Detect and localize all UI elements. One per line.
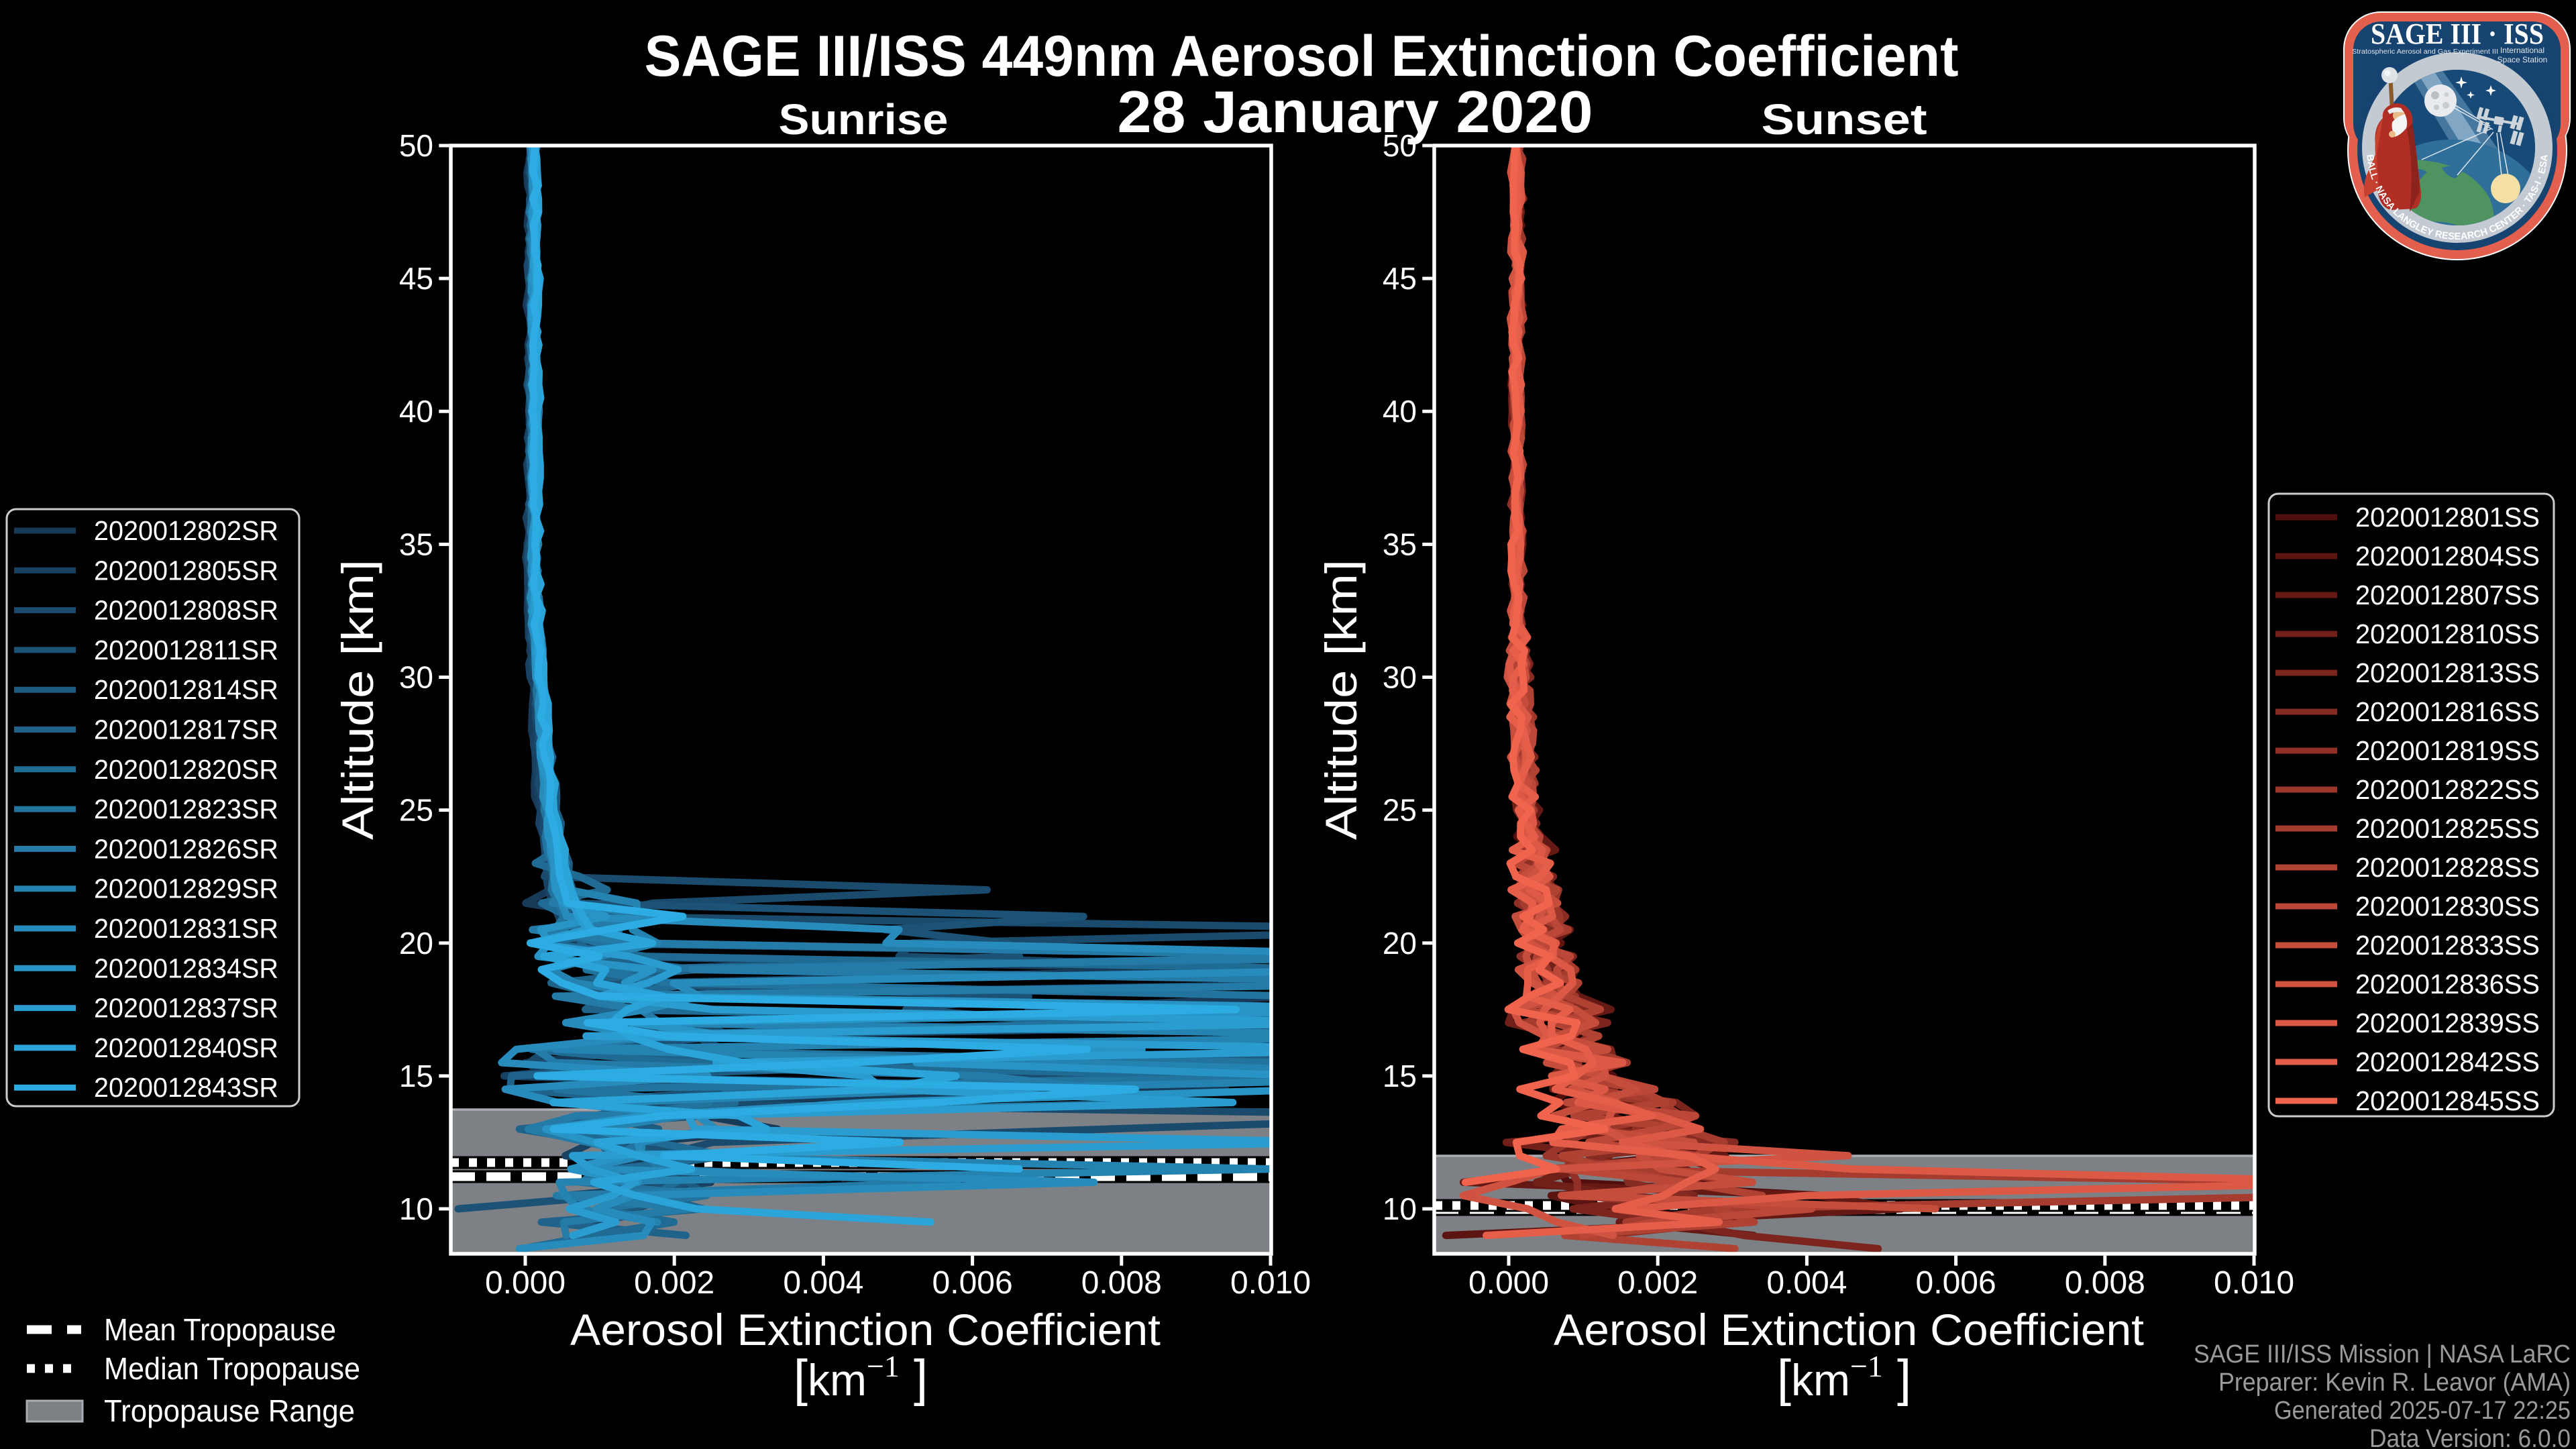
svg-text:2020012831SR: 2020012831SR	[94, 913, 278, 944]
svg-text:25: 25	[1383, 793, 1417, 828]
svg-text:35: 35	[399, 527, 433, 561]
svg-text:2020012814SR: 2020012814SR	[94, 674, 278, 705]
svg-text:SAGE III/ISS Mission | NASA La: SAGE III/ISS Mission | NASA LaRC	[2194, 1340, 2571, 1368]
svg-text:0.002: 0.002	[634, 1265, 714, 1301]
svg-text:Data Version: 6.0.0: Data Version: 6.0.0	[2369, 1425, 2571, 1449]
svg-text:2020012829SR: 2020012829SR	[94, 873, 278, 904]
svg-text:International: International	[2500, 46, 2544, 55]
svg-text:Aerosol Extinction Coefficient: Aerosol Extinction Coefficient	[570, 1305, 1161, 1354]
svg-text:28 January 2020: 28 January 2020	[1118, 78, 1593, 145]
svg-text:2020012804SS: 2020012804SS	[2355, 541, 2540, 572]
svg-text:Median Tropopause: Median Tropopause	[104, 1351, 360, 1386]
svg-text:Aerosol Extinction Coefficient: Aerosol Extinction Coefficient	[1554, 1305, 2144, 1354]
svg-text:Sunset: Sunset	[1762, 95, 1927, 144]
svg-text:0.008: 0.008	[2065, 1265, 2145, 1301]
svg-text:2020012830SS: 2020012830SS	[2355, 891, 2540, 922]
svg-text:2020012807SS: 2020012807SS	[2355, 580, 2540, 610]
svg-text:20: 20	[399, 926, 433, 961]
svg-text:40: 40	[399, 394, 433, 429]
svg-text:SAGE III · ISS: SAGE III · ISS	[2371, 17, 2544, 50]
svg-text:SAGE III/ISS 449nm Aerosol Ext: SAGE III/ISS 449nm Aerosol Extinction Co…	[645, 24, 1959, 89]
svg-text:2020012820SR: 2020012820SR	[94, 754, 278, 785]
svg-text:[km−1 ]: [km−1 ]	[1777, 1349, 1911, 1407]
svg-text:2020012802SR: 2020012802SR	[94, 515, 278, 546]
svg-text:[km−1 ]: [km−1 ]	[794, 1349, 928, 1407]
svg-text:0.008: 0.008	[1081, 1265, 1162, 1301]
svg-text:30: 30	[1383, 660, 1417, 695]
svg-text:0.006: 0.006	[932, 1265, 1013, 1301]
svg-text:0.002: 0.002	[1617, 1265, 1698, 1301]
svg-text:Preparer: Kevin R. Leavor (AMA: Preparer: Kevin R. Leavor (AMA)	[2218, 1368, 2571, 1397]
svg-text:10: 10	[1383, 1191, 1417, 1226]
svg-text:0.004: 0.004	[783, 1265, 863, 1301]
svg-text:50: 50	[1383, 128, 1417, 163]
svg-text:0.010: 0.010	[2214, 1265, 2294, 1301]
svg-text:0.006: 0.006	[1916, 1265, 1996, 1301]
svg-text:2020012805SR: 2020012805SR	[94, 555, 278, 586]
svg-text:2020012825SS: 2020012825SS	[2355, 813, 2540, 844]
svg-text:20: 20	[1383, 926, 1417, 961]
svg-text:2020012839SS: 2020012839SS	[2355, 1008, 2540, 1038]
svg-text:15: 15	[399, 1059, 433, 1093]
svg-text:Mean Tropopause: Mean Tropopause	[104, 1312, 336, 1347]
svg-text:0.000: 0.000	[485, 1265, 566, 1301]
svg-text:2020012834SR: 2020012834SR	[94, 953, 278, 983]
svg-text:15: 15	[1383, 1059, 1417, 1093]
svg-text:10: 10	[399, 1191, 433, 1226]
svg-text:2020012810SS: 2020012810SS	[2355, 619, 2540, 649]
svg-text:2020012816SS: 2020012816SS	[2355, 696, 2540, 727]
svg-text:2020012817SR: 2020012817SR	[94, 714, 278, 745]
svg-text:Tropopause Range: Tropopause Range	[104, 1393, 355, 1428]
svg-text:2020012823SR: 2020012823SR	[94, 794, 278, 824]
svg-text:2020012808SR: 2020012808SR	[94, 595, 278, 626]
svg-text:35: 35	[1383, 527, 1417, 561]
svg-text:Sunrise: Sunrise	[779, 95, 949, 144]
svg-text:2020012845SS: 2020012845SS	[2355, 1085, 2540, 1116]
svg-text:40: 40	[1383, 394, 1417, 429]
svg-text:25: 25	[399, 793, 433, 828]
svg-text:45: 45	[399, 261, 433, 296]
svg-text:Space Station: Space Station	[2498, 55, 2548, 64]
svg-text:2020012801SS: 2020012801SS	[2355, 502, 2540, 533]
svg-text:2020012828SS: 2020012828SS	[2355, 852, 2540, 883]
svg-text:2020012842SS: 2020012842SS	[2355, 1046, 2540, 1077]
svg-text:2020012826SR: 2020012826SR	[94, 833, 278, 864]
svg-text:2020012819SS: 2020012819SS	[2355, 735, 2540, 766]
svg-text:2020012822SS: 2020012822SS	[2355, 774, 2540, 805]
svg-text:Stratospheric Aerosol and Gas: Stratospheric Aerosol and Gas Experiment…	[2352, 48, 2498, 56]
svg-text:0.000: 0.000	[1468, 1265, 1549, 1301]
svg-text:2020012811SR: 2020012811SR	[94, 635, 278, 665]
svg-text:2020012836SS: 2020012836SS	[2355, 969, 2540, 1000]
svg-text:2020012843SR: 2020012843SR	[94, 1072, 278, 1103]
svg-text:30: 30	[399, 660, 433, 695]
svg-text:2020012813SS: 2020012813SS	[2355, 657, 2540, 688]
svg-text:0.004: 0.004	[1766, 1265, 1847, 1301]
svg-text:2020012840SR: 2020012840SR	[94, 1032, 278, 1063]
svg-text:Altitude [km]: Altitude [km]	[333, 559, 382, 840]
svg-text:0.010: 0.010	[1230, 1265, 1311, 1301]
svg-text:2020012837SR: 2020012837SR	[94, 993, 278, 1024]
svg-text:50: 50	[399, 128, 433, 163]
svg-text:2020012833SS: 2020012833SS	[2355, 930, 2540, 961]
svg-text:Altitude [km]: Altitude [km]	[1316, 559, 1366, 840]
svg-text:Generated 2025-07-17 22:25: Generated 2025-07-17 22:25	[2274, 1397, 2571, 1425]
svg-text:45: 45	[1383, 261, 1417, 296]
